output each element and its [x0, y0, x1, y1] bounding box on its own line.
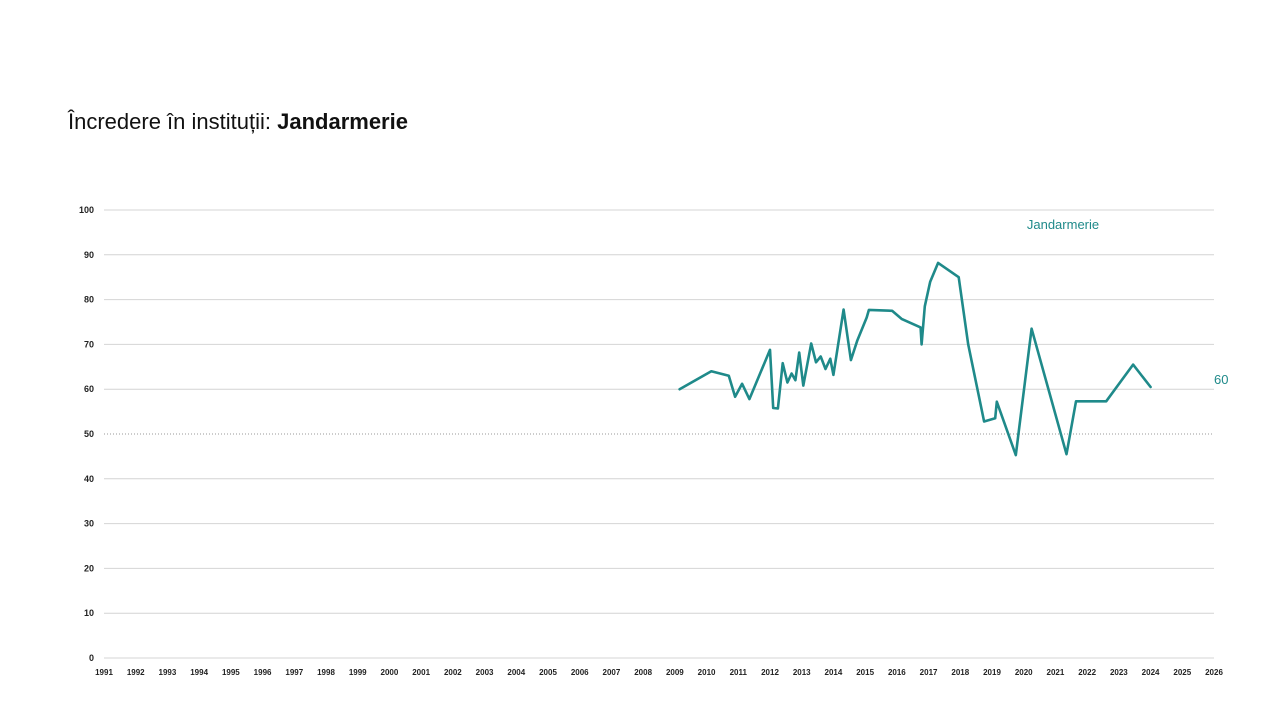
x-tick-label: 2010 [698, 668, 716, 677]
x-tick-label: 2011 [730, 668, 748, 677]
x-tick-label: 2001 [412, 668, 430, 677]
x-tick-label: 1994 [190, 668, 208, 677]
x-tick-label: 2009 [666, 668, 684, 677]
x-tick-label: 1993 [159, 668, 177, 677]
y-tick-label: 30 [84, 519, 94, 529]
x-tick-label: 1991 [95, 668, 113, 677]
x-tick-label: 2020 [1015, 668, 1033, 677]
y-axis: 0 10 20 30 40 50 60 70 80 90 100 [79, 205, 94, 663]
y-tick-label: 90 [84, 250, 94, 260]
x-tick-label: 2014 [825, 668, 843, 677]
x-tick-label: 2026 [1205, 668, 1223, 677]
title-prefix: Încredere în instituții: [68, 109, 278, 134]
x-tick-label: 2007 [603, 668, 621, 677]
grid-lines [104, 209, 1214, 659]
x-tick-label: 2013 [793, 668, 811, 677]
x-tick-label: 2025 [1173, 668, 1191, 677]
x-axis: 1991 1992 1993 1994 1995 1996 1997 1998 1999 2000… [95, 668, 1223, 677]
y-tick-label: 0 [89, 653, 94, 663]
end-value-label: 60 [1214, 372, 1228, 387]
series-line-jandarmerie [678, 261, 1152, 457]
label-group: Jandarmerie 60 [1027, 217, 1229, 387]
x-tick-label: 2002 [444, 668, 462, 677]
y-tick-label: 60 [84, 384, 94, 394]
y-tick-label: 100 [79, 205, 94, 215]
x-tick-label: 2003 [476, 668, 494, 677]
x-tick-label: 2018 [951, 668, 969, 677]
x-tick-label: 2021 [1047, 668, 1065, 677]
page-title: Încredere în instituții: Jandarmerie [68, 109, 408, 135]
x-tick-label: 1999 [349, 668, 367, 677]
x-tick-label: 2016 [888, 668, 906, 677]
y-tick-label: 80 [84, 295, 94, 305]
y-tick-label: 70 [84, 339, 94, 349]
x-tick-label: 2006 [571, 668, 589, 677]
x-tick-label: 1996 [254, 668, 272, 677]
x-tick-label: 1998 [317, 668, 335, 677]
series-name-label: Jandarmerie [1027, 217, 1099, 232]
x-tick-label: 2005 [539, 668, 557, 677]
y-tick-label: 40 [84, 474, 94, 484]
x-tick-label: 2017 [920, 668, 938, 677]
x-tick-label: 2024 [1142, 668, 1160, 677]
y-tick-label: 20 [84, 563, 94, 573]
y-tick-label: 10 [84, 608, 94, 618]
y-tick-label: 50 [84, 429, 94, 439]
x-tick-label: 2012 [761, 668, 779, 677]
x-tick-label: 1992 [127, 668, 145, 677]
x-tick-label: 2019 [983, 668, 1001, 677]
x-tick-label: 2008 [634, 668, 652, 677]
x-tick-label: 2022 [1078, 668, 1096, 677]
title-bold: Jandarmerie [277, 109, 408, 134]
x-tick-label: 2015 [856, 668, 874, 677]
x-tick-label: 2004 [507, 668, 525, 677]
x-tick-label: 1995 [222, 668, 240, 677]
x-tick-label: 2023 [1110, 668, 1128, 677]
x-tick-label: 1997 [285, 668, 303, 677]
x-tick-label: 2000 [381, 668, 399, 677]
series-group [678, 261, 1152, 457]
